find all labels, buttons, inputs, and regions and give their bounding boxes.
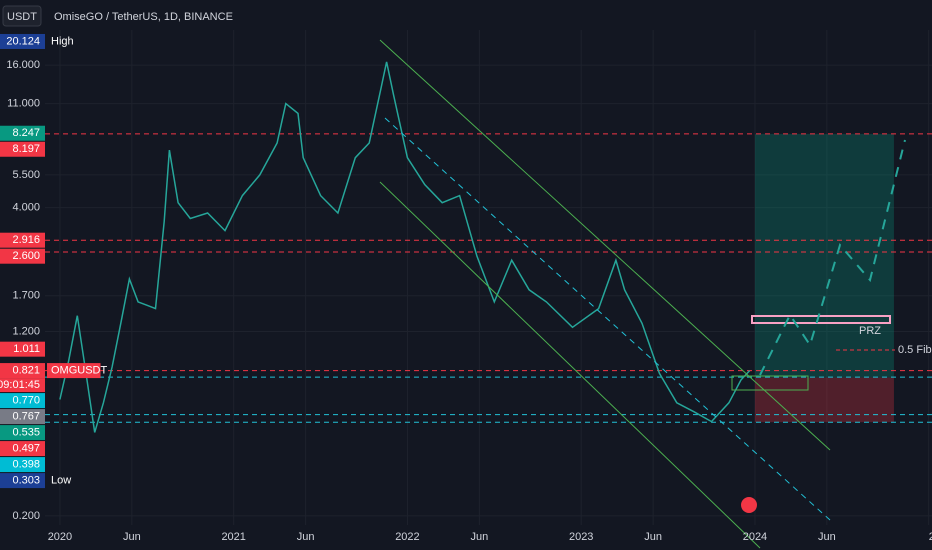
price-label-box xyxy=(0,363,45,379)
price-label-box xyxy=(0,457,45,473)
price-label: 8.247 xyxy=(12,127,40,139)
channel-upper xyxy=(379,39,831,451)
prz-zone xyxy=(751,315,891,324)
countdown: 09:01:45 xyxy=(0,379,40,391)
price-label: 8.197 xyxy=(12,143,40,155)
price-label: 0.497 xyxy=(12,442,40,454)
price-label: 1.011 xyxy=(13,343,40,355)
x-tick-label: Jun xyxy=(818,531,836,543)
price-label-box xyxy=(0,409,45,425)
profit-zone xyxy=(754,133,894,378)
y-tick-label: 5.500 xyxy=(12,169,40,181)
drawings xyxy=(379,39,906,549)
y-tick-label: 4.000 xyxy=(12,202,40,214)
price-label-box xyxy=(0,473,45,489)
entry-zone xyxy=(731,375,809,391)
channel-lower xyxy=(379,181,761,549)
x-tick-label: 2022 xyxy=(395,531,419,543)
price-label: 0.535 xyxy=(12,426,40,438)
price-tag: High xyxy=(51,35,74,47)
chart-title: OmiseGO / TetherUS, 1D, BINANCE xyxy=(54,11,233,23)
currency[interactable]: USDT xyxy=(7,11,37,23)
price-line xyxy=(59,61,751,433)
price-label-box xyxy=(0,441,45,457)
x-tick-label: 2021 xyxy=(221,531,245,543)
event-icon[interactable] xyxy=(741,497,757,513)
price-label-box xyxy=(0,125,45,141)
loss-zone xyxy=(754,377,894,423)
price-label: 2.600 xyxy=(12,250,40,262)
price-label: 0.767 xyxy=(12,410,40,422)
x-tick-label: 2023 xyxy=(569,531,593,543)
price-tag: Low xyxy=(51,474,71,486)
projection xyxy=(759,139,906,376)
price-label-box xyxy=(0,248,45,264)
channel-mid xyxy=(384,117,831,521)
price-label: 0.770 xyxy=(12,394,40,406)
price-label-box xyxy=(0,341,45,357)
price-label: 0.303 xyxy=(12,474,40,486)
currency-button[interactable] xyxy=(2,5,42,27)
price-label: 0.821 xyxy=(12,364,40,376)
price-label-box xyxy=(0,425,45,441)
tag-box xyxy=(47,363,101,379)
price-label-box xyxy=(0,33,45,49)
price-label-box xyxy=(0,393,45,409)
x-tick-label: Jun xyxy=(471,531,489,543)
price-label: 20.124 xyxy=(6,35,40,47)
price-tag: OMGUSDT xyxy=(51,364,108,376)
price-label-box xyxy=(0,141,45,157)
y-tick-label: 0.200 xyxy=(12,510,40,522)
fib-label: 0.5 Fib xyxy=(898,344,932,356)
price-label-box xyxy=(0,232,45,248)
x-tick-label: Jun xyxy=(123,531,141,543)
x-tick-label: 2024 xyxy=(743,531,767,543)
y-tick-label: 16.000 xyxy=(6,59,40,71)
x-tick-label: 2020 xyxy=(48,531,72,543)
prz-label: PRZ xyxy=(859,325,881,337)
x-tick-label: 202 xyxy=(929,531,932,543)
price-label: 2.916 xyxy=(12,234,40,246)
y-tick-label: 11.000 xyxy=(7,98,40,110)
countdown-box xyxy=(0,378,45,393)
x-tick-label: Jun xyxy=(297,531,315,543)
x-tick-label: Jun xyxy=(644,531,662,543)
y-tick-label: 1.200 xyxy=(12,325,40,337)
y-tick-label: 1.700 xyxy=(12,290,40,302)
price-label: 0.398 xyxy=(12,458,40,470)
